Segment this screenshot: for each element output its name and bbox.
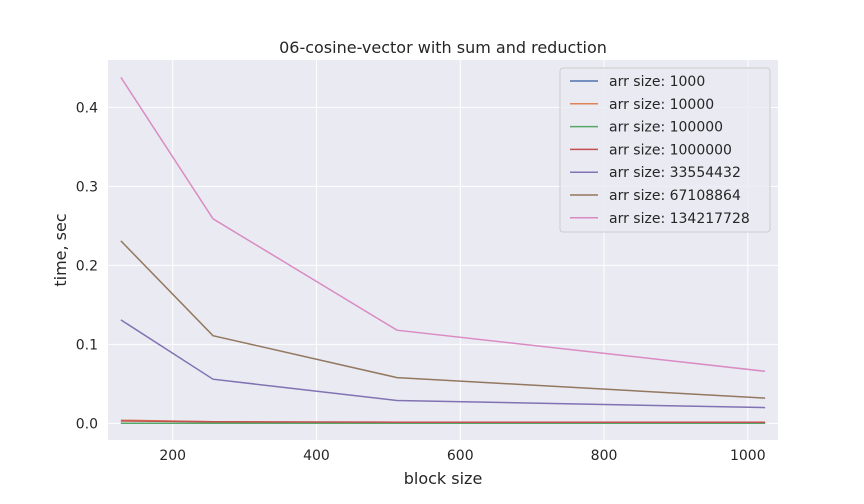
legend-label-4: arr size: 33554432 [609, 165, 741, 181]
x-tick-label: 800 [591, 448, 618, 464]
x-axis-label: block size [404, 469, 483, 488]
y-axis-label: time, sec [51, 213, 70, 286]
y-tick-label: 0.2 [76, 258, 98, 274]
legend-label-6: arr size: 134217728 [609, 211, 750, 227]
x-tick-label: 400 [303, 448, 330, 464]
y-tick-label: 0.0 [76, 416, 98, 432]
x-tick-label: 1000 [730, 448, 766, 464]
chart-title: 06-cosine-vector with sum and reduction [279, 38, 607, 57]
legend: arr size: 1000 arr size: 10000 arr size: 1… [559, 67, 771, 233]
y-tick-labels: 0.0 0.1 0.2 0.3 0.4 [76, 100, 98, 432]
legend-label-1: arr size: 10000 [609, 97, 714, 113]
y-tick-label: 0.4 [76, 100, 98, 116]
legend-box [559, 67, 771, 233]
y-tick-label: 0.1 [76, 337, 98, 353]
y-tick-label: 0.3 [76, 179, 98, 195]
legend-label-0: arr size: 1000 [609, 74, 705, 90]
x-tick-labels: 200 400 600 800 1000 [159, 448, 765, 464]
series-line-6 [120, 76, 766, 373]
series-line-5 [120, 240, 766, 399]
x-tick-label: 600 [447, 448, 474, 464]
legend-label-2: arr size: 100000 [609, 120, 723, 136]
x-tick-label: 200 [159, 448, 186, 464]
legend-label-5: arr size: 67108864 [609, 188, 741, 204]
series-line-3 [120, 420, 766, 423]
series-lines [120, 76, 766, 425]
legend-label-3: arr size: 1000000 [609, 142, 732, 158]
series-line-4 [120, 319, 766, 409]
